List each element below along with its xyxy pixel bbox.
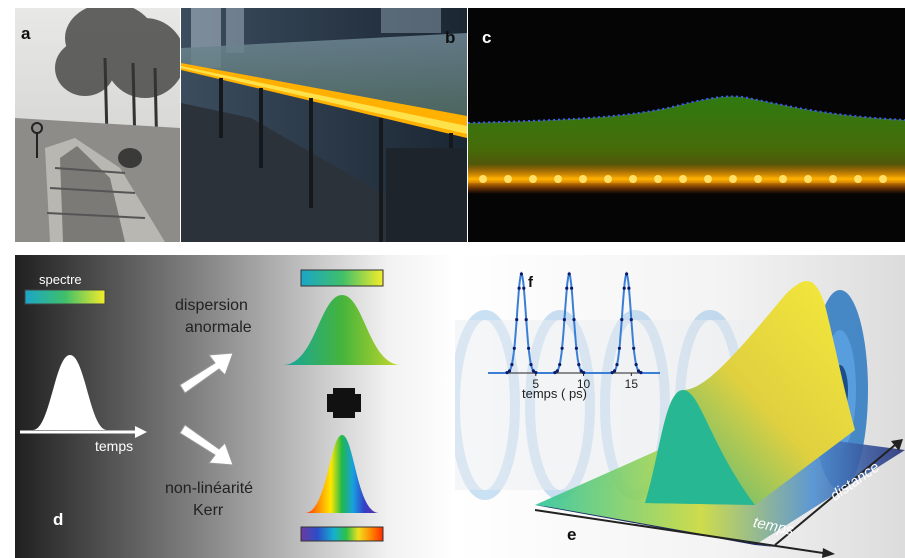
chart-data-point (639, 371, 643, 375)
pulse-train-line (488, 271, 660, 374)
kerr-label-line2: Kerr (193, 502, 224, 519)
chart-data-point (627, 286, 631, 290)
chart-data-point (620, 318, 624, 322)
chart-data-point (534, 371, 538, 375)
kerr-label-line1: non-linéarité (165, 480, 254, 497)
chart-data-point (622, 286, 626, 290)
panel-label-e: e (567, 525, 577, 544)
soliton-3d-render (455, 281, 905, 558)
chart-data-point (636, 369, 641, 373)
chart-data-point (517, 286, 521, 290)
chart-tick-label: 15 (625, 377, 639, 391)
chart-data-point (567, 272, 571, 276)
chart-data-point (531, 369, 535, 373)
chart-data-point (519, 272, 523, 276)
chart-data-point (577, 363, 581, 367)
arrow-down-icon (179, 424, 234, 466)
chart-data-point (522, 286, 526, 290)
chart-data-point (625, 272, 629, 276)
kerr-pulse (305, 435, 379, 513)
spectre-colorbar (24, 289, 106, 305)
input-pulse (33, 355, 107, 430)
chart-data-point (558, 363, 562, 367)
chart-data-point (613, 369, 617, 373)
dispersed-pulse (283, 295, 401, 365)
chart-data-point (570, 286, 574, 290)
historical-canal-photo (15, 8, 180, 242)
chart-data-point (610, 371, 614, 375)
lab-tank-photo (181, 8, 467, 242)
chart-data-point (529, 363, 533, 367)
arrow-up-icon (179, 352, 234, 394)
panel-label-a: a (21, 24, 31, 43)
temps-label-d: temps (95, 438, 134, 454)
wave-closeup-photo (468, 8, 905, 242)
rainbow-spectrum-bar (300, 526, 384, 542)
chart-data-point (617, 346, 621, 350)
spectre-label: spectre (39, 272, 82, 287)
chart-data-point (615, 363, 619, 367)
photo-panel-c: c (468, 8, 905, 242)
schematic-graphics (20, 269, 401, 542)
chart-data-point (562, 318, 566, 322)
chart-data-point (524, 318, 528, 322)
chart-data-point (510, 363, 514, 367)
chart-x-ticks: 5 10 15 (532, 373, 638, 391)
chart-data-point (555, 369, 559, 373)
chart-data-point (572, 318, 576, 322)
chart-data-point (632, 346, 636, 350)
green-spectrum-bar (300, 269, 384, 287)
photo-panel-b: b (181, 8, 467, 242)
dispersion-label-line2: anormale (185, 319, 252, 336)
panel-label-b: b (445, 28, 456, 47)
dispersion-label-line1: dispersion (175, 297, 248, 314)
chart-data-point (634, 363, 638, 367)
pulse-train-points (505, 272, 643, 375)
chart-data-point (579, 369, 583, 373)
chart-data-point (507, 369, 512, 373)
panel-label-d: d (53, 510, 64, 529)
chart-xlabel: temps ( ps) (522, 386, 588, 401)
chart-data-point (515, 318, 519, 322)
chart-data-point (527, 346, 531, 350)
chart-data-point (560, 346, 564, 350)
chart-data-point (574, 346, 578, 350)
chart-data-point (553, 371, 557, 375)
render-panel-e: temps distance e (455, 255, 905, 558)
panel-label-c: c (482, 28, 492, 47)
chart-tick-label: 10 (577, 377, 591, 391)
chart-data-point (512, 346, 516, 350)
chart-data-point (565, 286, 569, 290)
chart-tick-label: 5 (532, 377, 539, 391)
photo-panel-a: a (15, 8, 180, 242)
chart-data-point (505, 371, 509, 375)
pulse-train-chart: 5 10 15 (488, 271, 660, 391)
schematic-panel-d: spectre temps dispersion anormale non-li… (15, 255, 455, 558)
panel-label-f: f (528, 274, 533, 291)
chart-data-point (582, 371, 586, 375)
chart-data-point (629, 318, 633, 322)
chart-panel-f: 5 10 15 f temps ( ps) (470, 262, 670, 412)
